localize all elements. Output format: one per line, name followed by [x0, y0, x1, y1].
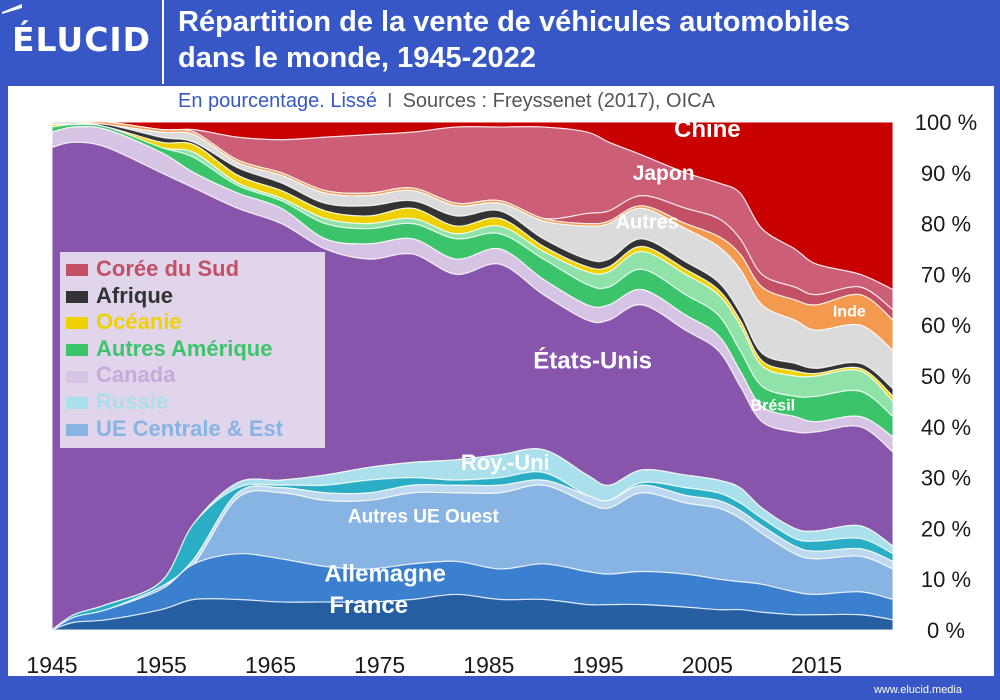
legend-label: UE Centrale & Est: [96, 415, 284, 441]
series-label-france: France: [329, 592, 408, 619]
series-label-autres-ue-ouest: Autres UE Ouest: [348, 506, 500, 527]
title-line-1: Répartition de la vente de véhicules aut…: [178, 6, 851, 38]
legend-swatch: [66, 397, 88, 410]
legend-item: UE Centrale & Est: [66, 415, 284, 441]
x-tick-label: 1985: [463, 652, 514, 678]
series-label-br-sil: Brésil: [751, 398, 795, 415]
legend-swatch: [66, 423, 88, 436]
y-tick-label: 90 %: [921, 161, 971, 186]
legend-item: Autres Amérique: [66, 335, 273, 361]
legend-item: Afrique: [66, 282, 173, 308]
legend-label: Océanie: [96, 309, 182, 335]
header: ÉLUCID Répartition de la vente de véhicu…: [0, 0, 1000, 84]
y-tick-label: 20 %: [921, 516, 971, 541]
x-tick-label: 2015: [791, 652, 842, 678]
series-label-allemagne: Allemagne: [324, 561, 445, 588]
y-tick-label: 70 %: [921, 262, 971, 287]
x-tick-label: 1955: [136, 652, 187, 678]
legend-item: Canada: [66, 362, 176, 388]
legend-item: Russie: [66, 389, 169, 414]
chart-subtitle: En pourcentage. Lissé I Sources : Freyssen…: [178, 90, 715, 113]
footer-url[interactable]: www.elucid.media: [873, 684, 962, 696]
title-line-2: dans le monde, 1945-2022: [178, 42, 536, 74]
x-tick-label: 1975: [354, 652, 405, 678]
chart-legend: Corée du Sud Afrique Océanie Autres Amériqu…: [60, 252, 325, 448]
series-label-japon: Japon: [633, 162, 695, 185]
subtitle-separator: I: [387, 90, 393, 112]
y-tick-label: 30 %: [921, 466, 971, 491]
y-tick-label: 10 %: [921, 567, 971, 592]
elucid-logo: ÉLUCID: [12, 20, 152, 59]
elucid-mark-icon: [2, 4, 22, 14]
legend-swatch: [66, 317, 88, 330]
page-title: Répartition de la vente de véhicules aut…: [178, 4, 978, 76]
subtitle-sources: Sources : Freyssenet (2017), OICA: [402, 90, 715, 112]
legend-label: Autres Amérique: [96, 335, 273, 361]
series-label-inde: Inde: [833, 304, 866, 321]
y-tick-label: 60 %: [921, 313, 971, 338]
y-tick-label: 100 %: [915, 110, 977, 135]
legend-label: Corée du Sud: [96, 256, 240, 281]
x-tick-label: 2005: [682, 652, 733, 678]
legend-swatch: [66, 343, 88, 356]
legend-label: Canada: [96, 362, 176, 388]
legend-label: Afrique: [96, 282, 173, 308]
header-divider: [162, 0, 164, 84]
legend-swatch: [66, 370, 88, 383]
series-label-roy-uni: Roy.-Uni: [461, 450, 550, 475]
legend-label: Russie: [96, 389, 169, 414]
legend-swatch: [66, 264, 88, 277]
legend-item: Corée du Sud: [66, 256, 240, 281]
x-tick-label: 1945: [26, 652, 77, 678]
legend-item: Océanie: [66, 309, 182, 335]
y-tick-label: 40 %: [921, 415, 971, 440]
series-label--tats-unis: États-Unis: [533, 346, 652, 374]
area-france: [51, 593, 894, 631]
series-label-autres: Autres: [616, 212, 679, 234]
legend-swatch: [66, 290, 88, 303]
x-tick-label: 1965: [245, 652, 296, 678]
series-label-chine: Chine: [674, 116, 741, 143]
y-tick-label: 0 %: [927, 618, 965, 643]
y-tick-label: 50 %: [921, 364, 971, 389]
y-tick-label: 80 %: [921, 212, 971, 237]
x-tick-label: 1995: [573, 652, 624, 678]
subtitle-text: En pourcentage. Lissé: [178, 90, 378, 112]
